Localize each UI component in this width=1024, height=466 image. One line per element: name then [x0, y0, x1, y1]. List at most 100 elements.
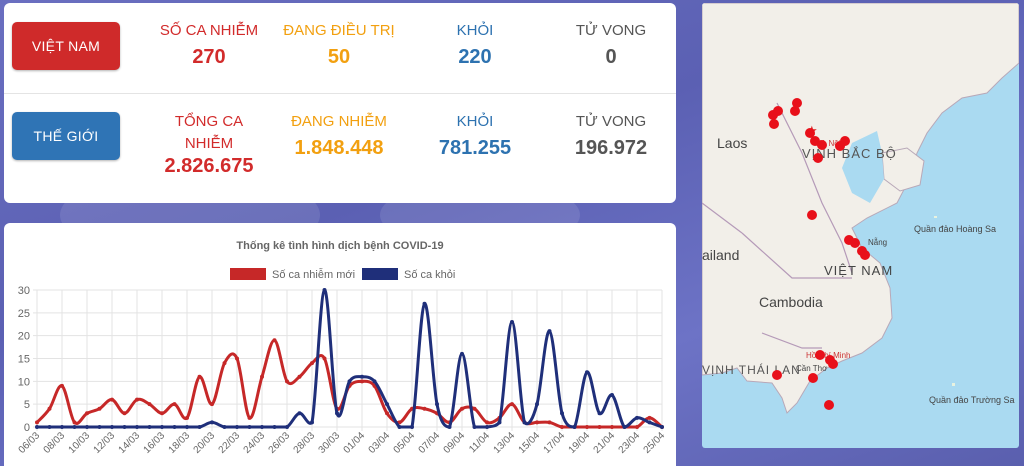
- case-markers: [768, 98, 870, 410]
- x-tick-label: 05/04: [392, 430, 418, 456]
- border-line: [741, 232, 852, 279]
- data-point: [322, 288, 327, 292]
- world-active-label: ĐANG NHIỄM: [291, 113, 387, 130]
- data-point: [72, 420, 77, 425]
- case-marker: [828, 359, 838, 369]
- vietnam-treating-value: 50: [327, 46, 351, 68]
- data-point: [422, 301, 427, 306]
- case-marker: [769, 119, 779, 129]
- x-tick-label: 30/03: [317, 430, 343, 456]
- data-point: [110, 425, 114, 429]
- data-point: [235, 356, 239, 361]
- data-point: [297, 411, 302, 416]
- vietnam-deaths-stat: TỬ VONG 0: [546, 20, 676, 69]
- vietnam-cases-value: 270: [192, 46, 226, 68]
- world-cases-label-line1: TỔNG CA: [174, 113, 244, 130]
- legend-swatch: [362, 268, 398, 280]
- data-point: [35, 420, 39, 425]
- data-point: [247, 415, 252, 420]
- data-point: [635, 415, 639, 420]
- data-point: [585, 370, 589, 375]
- x-tick-label: 06/03: [17, 430, 43, 456]
- data-point: [185, 425, 189, 429]
- y-tick-label: 25: [18, 308, 30, 320]
- legend-swatch: [230, 268, 266, 280]
- x-tick-label: 28/03: [292, 430, 318, 456]
- data-point: [135, 425, 139, 429]
- vietnam-cases-stat: SỐ CA NHIỄM 270: [144, 20, 274, 69]
- data-point: [360, 374, 364, 379]
- data-point: [60, 425, 64, 429]
- x-tick-label: 01/04: [342, 430, 368, 456]
- data-point: [285, 379, 289, 384]
- label-cambodia: Cambodia: [759, 294, 823, 310]
- data-point: [647, 420, 652, 425]
- data-point: [510, 402, 514, 407]
- data-point: [510, 319, 514, 324]
- data-point: [110, 397, 114, 402]
- data-point: [310, 361, 314, 366]
- data-point: [147, 425, 152, 429]
- x-tick-label: 13/04: [492, 430, 518, 456]
- world-deaths-stat: TỬ VONG 196.972: [546, 111, 676, 160]
- data-point: [197, 374, 202, 379]
- vietnam-treating-label: ĐANG ĐIỀU TRỊ: [283, 22, 395, 39]
- x-tick-label: 08/03: [42, 430, 68, 456]
- data-point: [447, 425, 452, 429]
- data-point: [472, 425, 477, 429]
- case-marker: [840, 136, 850, 146]
- x-tick-label: 17/04: [542, 430, 568, 456]
- mainland-shape: [702, 3, 1019, 414]
- case-marker: [805, 128, 815, 138]
- label-hoang-sa: Quần đảo Hoàng Sa: [914, 224, 996, 234]
- case-marker: [808, 373, 818, 383]
- data-point: [460, 351, 464, 356]
- data-point: [360, 379, 364, 384]
- data-point: [372, 379, 377, 384]
- label-vietnam: VIỆT NAM: [824, 263, 893, 278]
- case-marker: [815, 350, 825, 360]
- island-hoang-sa: [934, 216, 937, 218]
- case-marker: [824, 400, 834, 410]
- case-marker: [792, 98, 802, 108]
- world-deaths-label: TỬ VONG: [575, 113, 647, 130]
- data-point: [547, 329, 552, 334]
- data-point: [35, 425, 39, 429]
- chart-panel: Thống kê tình hình dịch bệnh COVID-19 Số …: [4, 223, 676, 466]
- label-laos: Laos: [717, 135, 747, 151]
- vietnam-map[interactable]: Laos VỊNH BẮC BỘ ailand VIỆT NAM Cambodi…: [702, 3, 1019, 448]
- data-point: [285, 425, 289, 429]
- x-tick-label: 21/04: [592, 430, 618, 456]
- border-line: [702, 202, 743, 234]
- data-point: [485, 420, 489, 425]
- x-tick-label: 15/04: [517, 430, 543, 456]
- label-gulf-tonkin: VỊNH BẮC BỘ: [802, 146, 897, 161]
- data-point: [172, 402, 177, 407]
- x-tick-label: 16/03: [142, 430, 168, 456]
- label-can-tho: Cần Thơ: [796, 364, 828, 373]
- data-point: [172, 425, 177, 429]
- case-marker: [817, 140, 827, 150]
- data-point: [647, 415, 652, 420]
- vietnam-button[interactable]: VIỆT NAM: [12, 22, 120, 70]
- data-point: [522, 420, 527, 425]
- data-point: [272, 338, 277, 343]
- data-point: [222, 361, 227, 366]
- data-point: [597, 411, 602, 416]
- case-marker: [813, 153, 823, 163]
- data-point: [272, 425, 277, 429]
- vietnam-cases-label: SỐ CA NHIỄM: [159, 22, 259, 39]
- data-point: [322, 356, 327, 361]
- world-recovered-stat: KHỎI 781.255: [410, 111, 540, 160]
- data-point: [547, 420, 552, 425]
- y-tick-label: 0: [24, 422, 30, 434]
- covid-line-chart: Thống kê tình hình dịch bệnh COVID-19 Số …: [17, 240, 668, 456]
- x-tick-label: 11/04: [467, 430, 492, 455]
- data-point: [235, 425, 239, 429]
- world-button[interactable]: THẾ GIỚI: [12, 112, 120, 160]
- data-point: [560, 425, 564, 429]
- x-tick-label: 03/04: [367, 430, 393, 456]
- x-tick-label: 09/04: [442, 430, 468, 456]
- data-point: [385, 411, 389, 416]
- x-tick-label: 07/04: [417, 430, 443, 456]
